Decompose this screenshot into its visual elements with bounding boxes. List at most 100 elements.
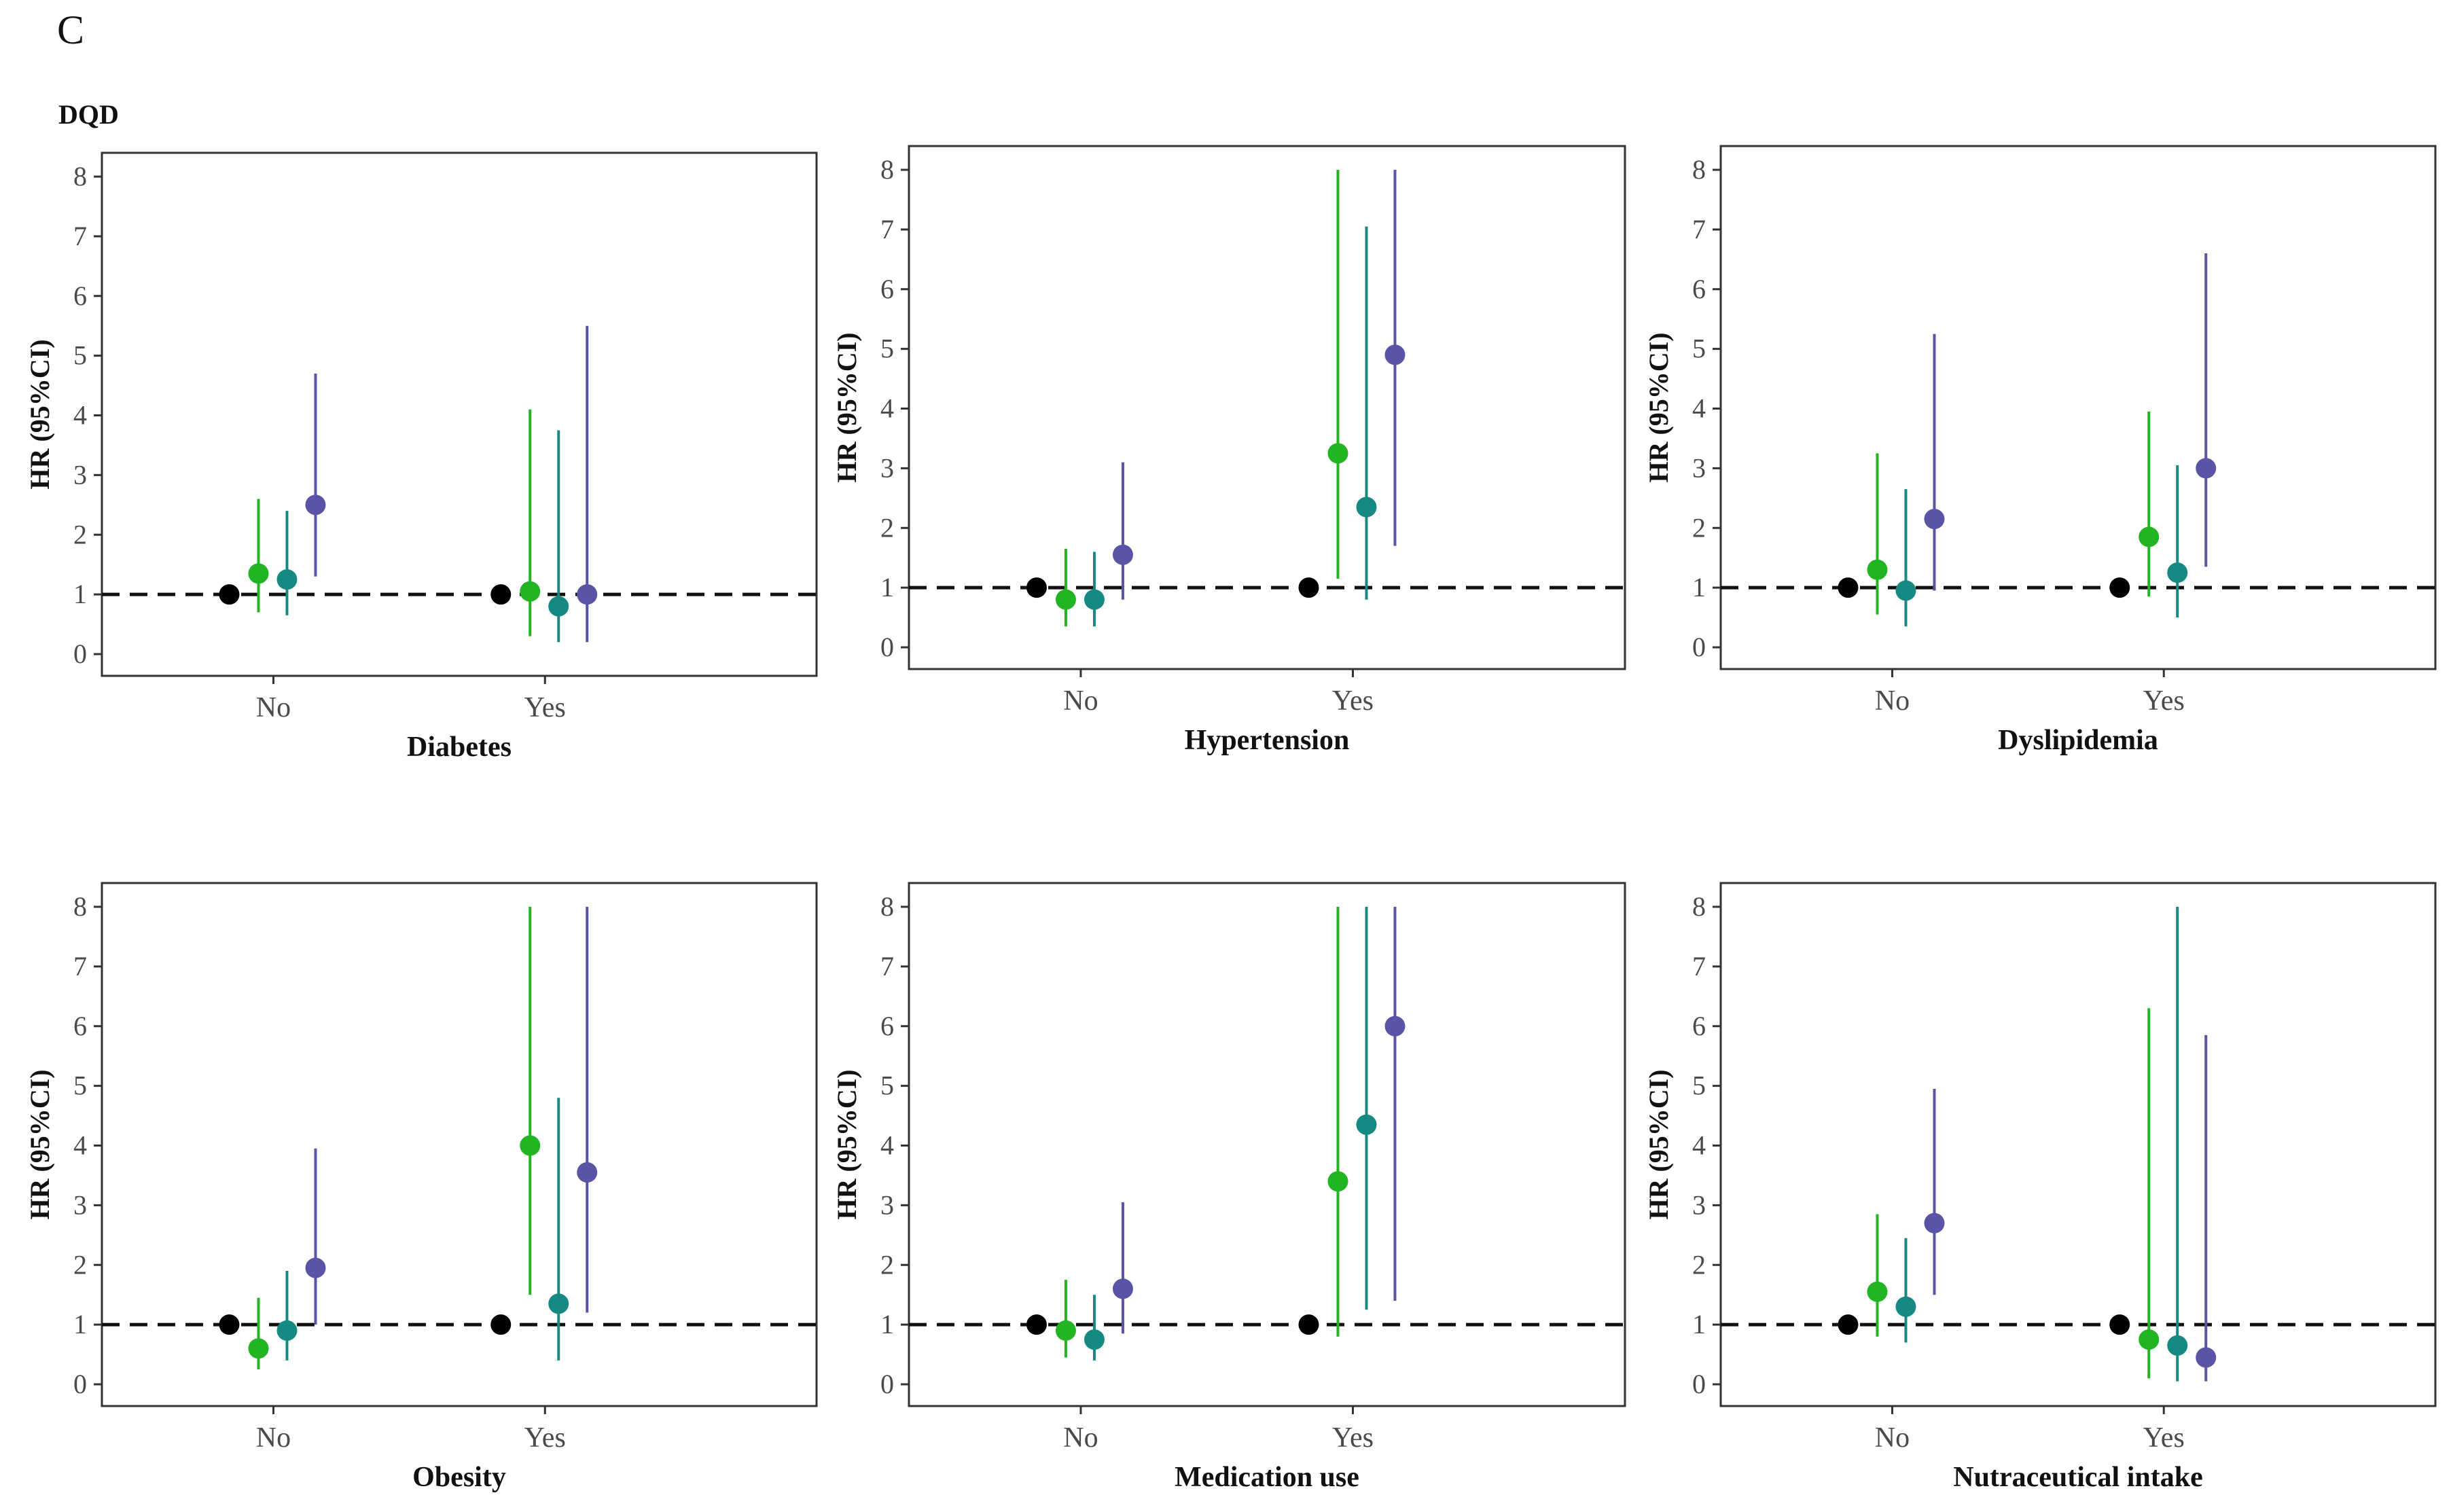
point-group3 — [305, 1257, 326, 1278]
point-reference — [1838, 577, 1859, 598]
x-category-label: No — [256, 692, 291, 723]
plot-frame — [1719, 882, 2437, 1407]
y-tick-label: 5 — [880, 334, 894, 364]
point-group1 — [1867, 1281, 1888, 1302]
y-tick-label: 1 — [1692, 572, 1706, 602]
point-group2 — [2167, 1335, 2188, 1356]
y-tick-label: 2 — [1692, 1249, 1706, 1280]
plot-frame — [908, 145, 1626, 670]
y-tick-label: 7 — [1692, 214, 1706, 245]
point-group2 — [2167, 562, 2188, 583]
point-group1 — [1867, 559, 1888, 580]
y-tick-label: 1 — [880, 1309, 894, 1339]
y-axis-title: HR (95%CI) — [1643, 332, 1674, 482]
point-group2 — [1356, 1114, 1377, 1135]
x-category-label: No — [1063, 685, 1098, 717]
point-group2 — [1895, 580, 1916, 601]
point-group3 — [2196, 458, 2217, 479]
point-group3 — [577, 584, 598, 605]
y-tick-label: 3 — [880, 452, 894, 483]
y-tick-label: 4 — [1692, 1130, 1706, 1161]
point-group2 — [548, 1293, 569, 1314]
y-tick-label: 6 — [880, 274, 894, 304]
chart-panel-1: 0 1 2 3 4 5 6 7 8 No Yes Diabetes HR (95%CI) — [24, 151, 818, 763]
point-group1 — [1055, 1320, 1076, 1341]
chart-panel-2: 0 1 2 3 4 5 6 7 8 No Yes Hypertension HR (95%CI) — [831, 145, 1626, 756]
y-tick-label: 4 — [880, 1130, 894, 1161]
y-tick-label: 0 — [880, 1369, 894, 1399]
y-tick-label: 7 — [73, 221, 87, 251]
y-tick-label: 0 — [73, 638, 87, 669]
x-axis-title: Nutraceutical intake — [1953, 1462, 2202, 1493]
y-tick-label: 1 — [1692, 1309, 1706, 1339]
y-tick-label: 5 — [1692, 1070, 1706, 1101]
x-category-label: No — [256, 1422, 291, 1454]
x-axis-title: Hypertension — [1185, 725, 1350, 756]
x-category-label: No — [1063, 1422, 1098, 1454]
point-reference — [490, 584, 512, 605]
y-tick-label: 7 — [880, 951, 894, 982]
point-reference — [1298, 1314, 1319, 1335]
y-tick-label: 3 — [73, 1189, 87, 1220]
chart-panel-6: 0 1 2 3 4 5 6 7 8 No Yes Nutraceutical intake HR (95… — [1643, 882, 2437, 1493]
point-group3 — [1384, 344, 1406, 365]
x-category-label: Yes — [2143, 1422, 2185, 1454]
point-group2 — [1356, 497, 1377, 518]
plot-frame — [908, 882, 1626, 1407]
point-reference — [1026, 1314, 1047, 1335]
point-reference — [490, 1314, 512, 1335]
point-reference — [1298, 577, 1319, 598]
point-group1 — [248, 1338, 269, 1359]
y-tick-label: 2 — [73, 1249, 87, 1280]
y-tick-label: 7 — [880, 214, 894, 245]
point-group1 — [1327, 1171, 1348, 1192]
point-reference — [1838, 1314, 1859, 1335]
y-tick-label: 5 — [1692, 334, 1706, 364]
point-reference — [2109, 577, 2130, 598]
figure-subtitle: DQD — [58, 99, 119, 130]
y-tick-label: 5 — [73, 340, 87, 371]
x-category-label: No — [1875, 1422, 1910, 1454]
point-group2 — [276, 1320, 298, 1341]
point-group2 — [548, 596, 569, 617]
plot-frame — [101, 151, 818, 677]
point-group3 — [2196, 1347, 2217, 1368]
y-tick-label: 1 — [880, 572, 894, 602]
point-reference — [219, 584, 240, 605]
panel-letter: C — [57, 7, 84, 52]
y-tick-label: 3 — [1692, 452, 1706, 483]
x-axis-title: Medication use — [1175, 1462, 1359, 1493]
x-category-label: Yes — [1332, 685, 1374, 717]
y-tick-label: 6 — [73, 1011, 87, 1041]
y-tick-label: 7 — [73, 951, 87, 982]
y-tick-label: 6 — [1692, 274, 1706, 304]
chart-panel-3: 0 1 2 3 4 5 6 7 8 No Yes Dyslipidemia HR (95%CI) — [1643, 145, 2437, 756]
chart-panel-5: 0 1 2 3 4 5 6 7 8 No Yes Medication use HR (95%CI) — [831, 882, 1626, 1493]
x-axis-title: Dyslipidemia — [1998, 725, 2158, 756]
y-axis-title: HR (95%CI) — [831, 332, 862, 482]
x-category-label: Yes — [524, 692, 566, 723]
point-group1 — [520, 1135, 541, 1156]
y-tick-label: 2 — [880, 512, 894, 543]
y-tick-label: 6 — [880, 1011, 894, 1041]
y-tick-label: 8 — [73, 891, 87, 922]
y-tick-label: 2 — [1692, 512, 1706, 543]
point-group3 — [1112, 544, 1133, 565]
y-axis-title: HR (95%CI) — [1643, 1069, 1674, 1219]
point-group1 — [2139, 526, 2160, 547]
plot-frame — [1719, 145, 2437, 670]
y-tick-label: 3 — [1692, 1189, 1706, 1220]
point-group2 — [1895, 1296, 1916, 1317]
x-category-label: Yes — [524, 1422, 566, 1454]
y-axis-title: HR (95%CI) — [24, 339, 55, 489]
y-tick-label: 4 — [73, 1130, 87, 1161]
point-group2 — [276, 569, 298, 590]
point-reference — [219, 1314, 240, 1335]
y-tick-label: 0 — [1692, 1369, 1706, 1399]
y-tick-label: 3 — [880, 1189, 894, 1220]
y-axis-title: HR (95%CI) — [24, 1069, 55, 1219]
y-tick-label: 4 — [73, 400, 87, 431]
y-tick-label: 0 — [1692, 632, 1706, 662]
point-group3 — [1924, 509, 1945, 530]
y-tick-label: 5 — [73, 1070, 87, 1101]
